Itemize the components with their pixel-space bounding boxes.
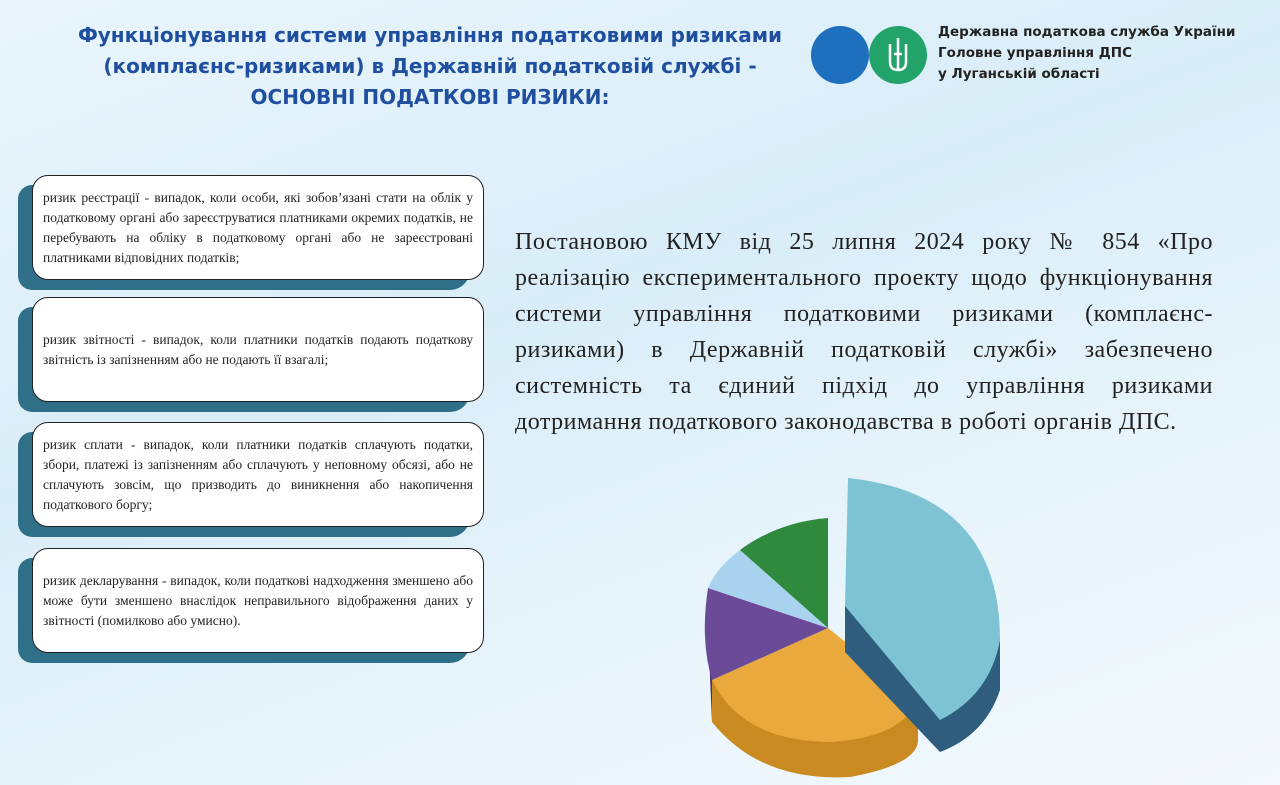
risk-text: ризик реєстрації - випадок, коли особи, … — [43, 189, 473, 265]
logo — [811, 26, 927, 84]
risk-text: ризик декларування - випадок, коли подат… — [43, 572, 473, 628]
risk-box: ризик сплати - випадок, коли платники по… — [18, 422, 484, 537]
org-line: Головне управління ДПС — [938, 45, 1132, 61]
pie-illustration — [704, 478, 1000, 778]
title: Функціонування системи управління податк… — [40, 20, 820, 113]
organization: Державна податкова служба України Головн… — [938, 22, 1235, 85]
org-line: у Луганській області — [938, 66, 1100, 82]
risk-box: ризик звітності - випадок, коли платники… — [18, 297, 484, 412]
risk-text: ризик звітності - випадок, коли платники… — [43, 331, 473, 367]
main-text: Постановою КМУ від 25 липня 2024 року № … — [515, 229, 1213, 435]
title-line: ОСНОВНІ ПОДАТКОВІ РИЗИКИ: — [250, 85, 610, 109]
title-line: Функціонування системи управління податк… — [77, 23, 783, 47]
risk-box: ризик реєстрації - випадок, коли особи, … — [18, 175, 484, 290]
risk-box: ризик декларування - випадок, коли подат… — [18, 548, 484, 663]
risk-text: ризик сплати - випадок, коли платники по… — [43, 436, 473, 512]
org-line: Державна податкова служба України — [938, 24, 1236, 40]
title-line: (комплаєнс-ризиками) в Державній податко… — [103, 54, 757, 78]
